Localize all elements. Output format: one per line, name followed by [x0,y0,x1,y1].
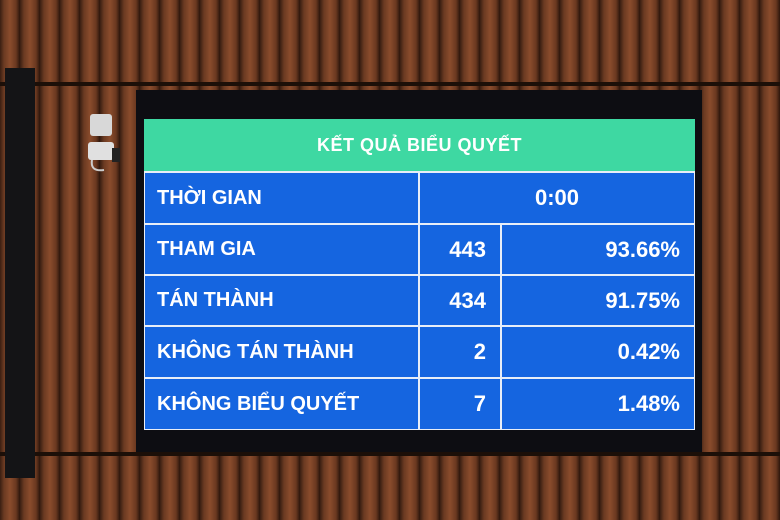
time-value: 0:00 [420,173,694,223]
row-percent: 1.48% [502,379,694,429]
row-percent: 0.42% [502,327,694,377]
security-camera-icon [88,114,120,172]
row-label: KHÔNG TÁN THÀNH [145,327,418,377]
row-percent: 93.66% [502,225,694,274]
row-label: KHÔNG BIỂU QUYẾT [145,379,418,429]
row-count: 7 [420,379,500,429]
voting-results-board: KẾT QUẢ BIỂU QUYẾT THỜI GIAN 0:00 THAM G… [144,119,695,430]
row-count: 443 [420,225,500,274]
row-label: THAM GIA [145,225,418,274]
wood-divider [0,82,780,86]
board-title: KẾT QUẢ BIỂU QUYẾT [144,119,695,171]
row-label: TÁN THÀNH [145,276,418,325]
wall-pillar [5,68,35,478]
row-count: 434 [420,276,500,325]
row-count: 2 [420,327,500,377]
row-percent: 91.75% [502,276,694,325]
time-label: THỜI GIAN [145,173,418,223]
wood-divider [0,452,780,456]
